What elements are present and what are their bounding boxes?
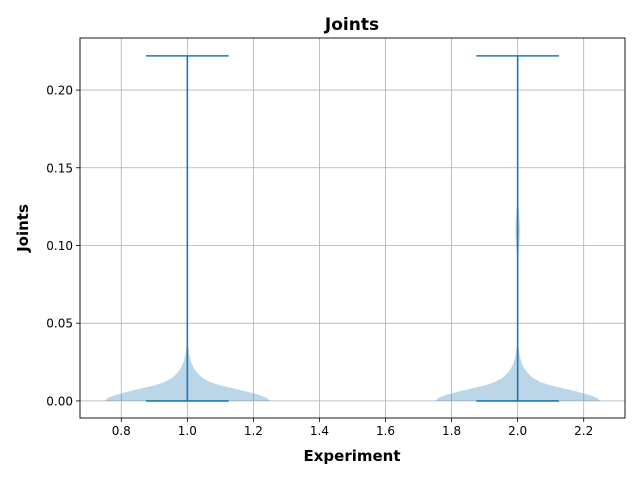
x-tick-label: 1.2 — [244, 424, 263, 438]
x-tick-label: 2.0 — [508, 424, 527, 438]
x-axis-label: Experiment — [303, 447, 400, 465]
grid — [80, 38, 625, 418]
y-tick-label: 0.15 — [46, 161, 73, 175]
y-tick-label: 0.05 — [46, 317, 73, 331]
x-tick-label: 1.0 — [178, 424, 197, 438]
y-tick-label: 0.20 — [46, 84, 73, 98]
y-tick-label: 0.10 — [46, 239, 73, 253]
x-tick-label: 2.2 — [574, 424, 593, 438]
violins — [104, 55, 601, 402]
ticks: 0.8 1.0 1.2 1.4 1.6 1.8 2.0 2.2 0.00 0.05 0.10 0.15… — [46, 84, 593, 438]
y-axis-label: Joints — [14, 204, 32, 253]
plot-frame — [79, 37, 626, 419]
x-tick-label: 1.4 — [310, 424, 329, 438]
axes-frame — [79, 37, 626, 419]
y-tick-label: 0.00 — [46, 394, 73, 408]
x-tick-label: 1.8 — [442, 424, 461, 438]
x-tick-label: 0.8 — [112, 424, 131, 438]
x-tick-label: 1.6 — [376, 424, 395, 438]
chart-title: Joints — [324, 15, 379, 35]
